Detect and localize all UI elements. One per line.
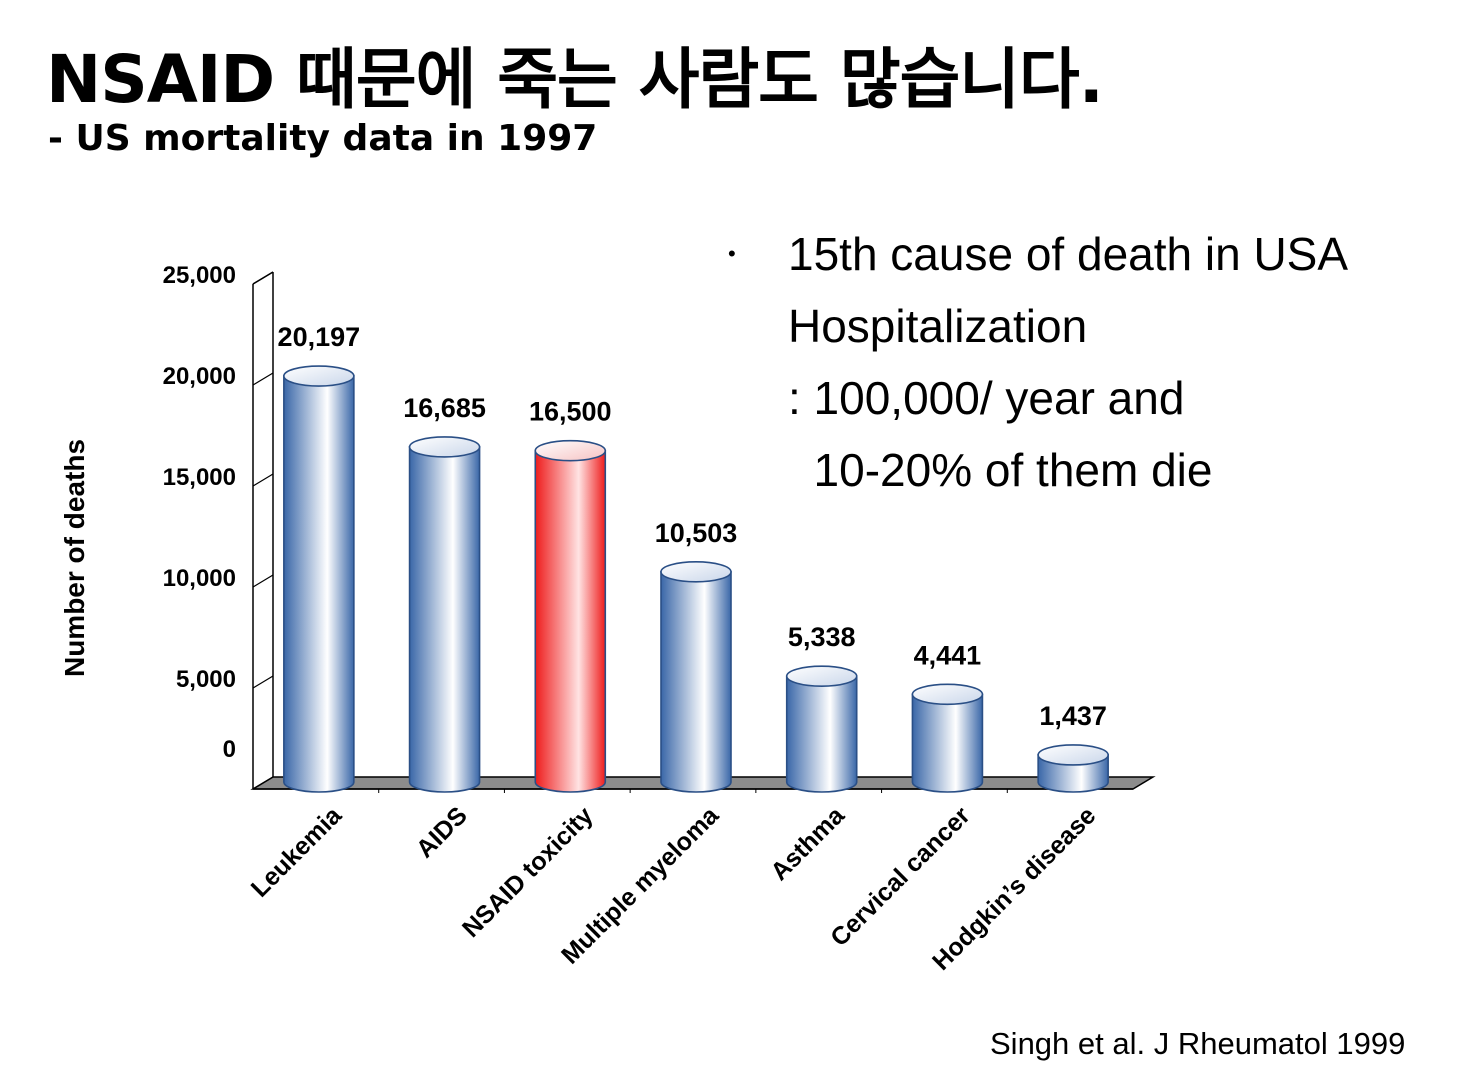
bar-value-label: 16,500	[529, 397, 612, 427]
y-tick-label: 15,000	[163, 464, 236, 491]
bar-top	[660, 561, 732, 583]
bar	[911, 683, 984, 793]
y-tick-label: 20,000	[163, 363, 236, 390]
bar	[408, 436, 481, 793]
y-tick-label: 5,000	[176, 666, 236, 693]
slide-subtitle: - US mortality data in 1997	[48, 118, 598, 159]
bar-body	[283, 375, 355, 793]
x-tick-label: Asthma	[765, 801, 850, 886]
bar-body	[534, 449, 607, 793]
bullet-line: 10-20% of them die	[788, 444, 1213, 496]
bar-value-label: 5,338	[788, 622, 856, 652]
bullet-line: Hospitalization	[788, 300, 1088, 352]
y-tick-mark	[252, 271, 274, 285]
bar	[785, 665, 858, 793]
citation: Singh et al. J Rheumatol 1999	[990, 1026, 1406, 1061]
bar-value-label: 20,197	[278, 322, 361, 352]
bullet-line: 15th cause of death in USA	[788, 228, 1349, 280]
bar-value-label: 10,503	[655, 518, 738, 548]
bar-body	[408, 446, 481, 793]
bar-top	[283, 365, 355, 387]
bar-top	[408, 436, 481, 458]
y-tick-label: 10,000	[163, 565, 236, 592]
x-tick-label: Leukemia	[246, 801, 348, 903]
bar-value-label: 16,685	[403, 393, 486, 423]
bar-value-label: 1,437	[1039, 701, 1107, 731]
y-tick-label: 0	[223, 736, 236, 763]
bar-top	[785, 665, 858, 687]
bar-value-label: 4,441	[914, 640, 982, 670]
bullet-line: : 100,000/ year and	[788, 372, 1185, 424]
y-axis-title: Number of deaths	[59, 439, 90, 677]
y-tick-mark	[252, 675, 274, 689]
y-tick-label: 25,000	[163, 262, 236, 289]
bars	[283, 365, 1109, 793]
y-tick-mark	[252, 776, 274, 790]
bar-top	[534, 439, 607, 462]
x-tick-label: NSAID toxicity	[457, 801, 599, 943]
bullet-marker: •	[728, 241, 736, 266]
bar-body	[785, 675, 858, 793]
bar-body	[660, 571, 732, 793]
y-tick-mark	[252, 574, 274, 588]
bar-body	[911, 693, 984, 793]
bar	[1037, 744, 1109, 793]
y-tick-mark	[252, 473, 274, 487]
bar-top	[911, 683, 984, 706]
bar	[660, 561, 732, 793]
bar-top	[1037, 744, 1109, 766]
y-tick-mark	[252, 372, 274, 386]
slide-title: NSAID 때문에 죽는 사람도 많습니다.	[46, 41, 1104, 118]
bar	[283, 365, 355, 793]
x-tick-label: AIDS	[411, 801, 473, 863]
bar	[534, 439, 607, 793]
